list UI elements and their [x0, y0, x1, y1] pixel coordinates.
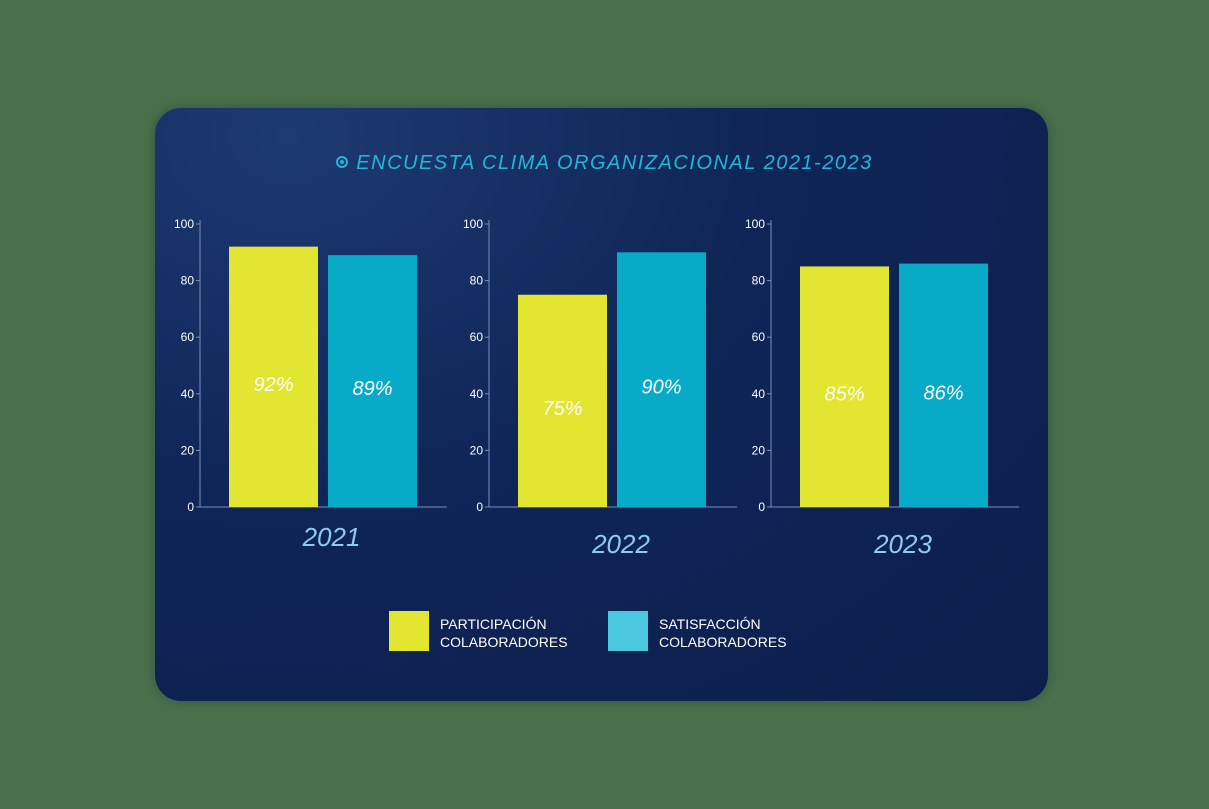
y-tick-label-2023-60: 60 — [752, 330, 766, 344]
bar-2021-satisfaction — [328, 255, 417, 507]
y-tick-label-2023-80: 80 — [752, 274, 766, 288]
value-label-2022-participation: 75% — [542, 398, 582, 420]
value-label-2022-satisfaction: 90% — [641, 377, 681, 399]
value-label-2021-participation: 92% — [253, 374, 293, 396]
chart-title: ENCUESTA CLIMA ORGANIZACIONAL 2021-2023 — [356, 152, 873, 174]
legend-label-satisfaction: SATISFACCIÓN COLABORADORES — [659, 616, 787, 650]
y-tick-label-2022-40: 40 — [470, 387, 484, 401]
bar-2022-participation — [518, 294, 607, 507]
y-tick-label-2023-40: 40 — [752, 387, 766, 401]
y-tick-label-2021-40: 40 — [181, 387, 195, 401]
y-tick-label-2022-0: 0 — [476, 500, 483, 514]
y-tick-label-2021-100: 100 — [174, 217, 194, 231]
y-tick-label-2023-0: 0 — [758, 500, 765, 514]
legend-swatch-satisfaction — [608, 611, 648, 651]
value-label-2021-satisfaction: 89% — [352, 378, 392, 400]
bar-2021-participation — [229, 246, 318, 507]
legend-swatch-participation — [389, 611, 429, 651]
y-tick-label-2021-20: 20 — [181, 443, 195, 457]
y-tick-label-2021-0: 0 — [187, 500, 194, 514]
value-label-2023-participation: 85% — [824, 384, 864, 406]
year-label-2023: 2023 — [873, 529, 932, 559]
bar-2023-satisfaction — [899, 263, 988, 507]
y-tick-label-2022-100: 100 — [463, 217, 483, 231]
bar-2023-participation — [800, 266, 889, 507]
y-tick-label-2021-60: 60 — [181, 330, 195, 344]
y-tick-label-2023-100: 100 — [745, 217, 765, 231]
value-label-2023-satisfaction: 86% — [923, 382, 963, 404]
y-tick-label-2021-80: 80 — [181, 274, 195, 288]
legend-label-participation: PARTICIPACIÓN COLABORADORES — [440, 616, 568, 650]
bar-2022-satisfaction — [617, 252, 706, 507]
year-label-2022: 2022 — [591, 529, 650, 559]
chart-title-row: ENCUESTA CLIMA ORGANIZACIONAL 2021-2023 — [0, 152, 1209, 175]
y-tick-label-2022-20: 20 — [470, 443, 484, 457]
y-tick-label-2023-20: 20 — [752, 443, 766, 457]
y-tick-label-2022-60: 60 — [470, 330, 484, 344]
title-bullet-icon — [336, 156, 349, 169]
year-label-2021: 2021 — [302, 522, 361, 552]
y-tick-label-2022-80: 80 — [470, 274, 484, 288]
